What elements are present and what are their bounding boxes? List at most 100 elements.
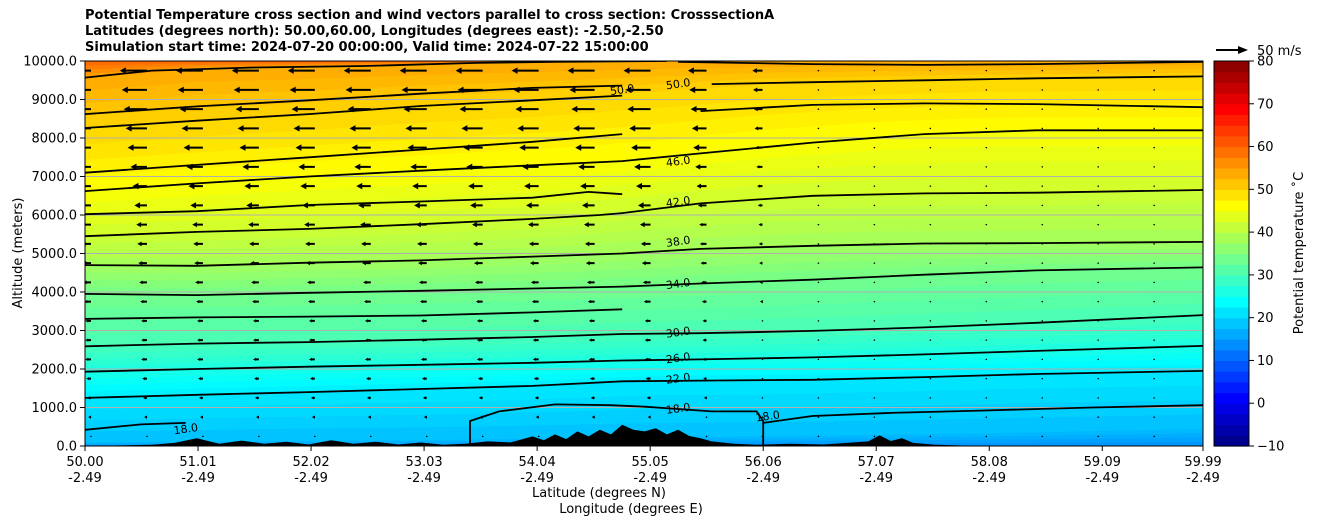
wind-vector <box>1153 300 1155 303</box>
x-tick-label-longitude: -2.49 <box>520 471 554 486</box>
wind-vector-head <box>85 221 86 228</box>
wind-vector <box>817 358 820 361</box>
wind-vector-head <box>132 182 139 190</box>
wind-vector <box>1153 69 1155 72</box>
wind-vector-head <box>588 357 592 362</box>
wind-vector-head <box>121 86 128 94</box>
wind-vector <box>634 163 651 171</box>
wind-vector-head <box>233 86 240 94</box>
wind-vector <box>360 221 371 228</box>
wind-vector-head <box>695 164 701 170</box>
wind-vector-head <box>517 125 524 132</box>
wind-vector-head <box>199 396 203 400</box>
wind-vector-head <box>193 241 198 247</box>
wind-vector-head <box>136 221 142 228</box>
wind-vector-head <box>248 221 254 228</box>
wind-vector <box>1153 89 1155 91</box>
wind-vector <box>705 435 708 438</box>
wind-vector <box>410 163 427 171</box>
wind-vector <box>569 86 595 94</box>
colorbar-step <box>1214 135 1249 148</box>
wind-vector-head <box>476 319 480 323</box>
wind-vector <box>177 86 203 94</box>
wind-vector <box>873 262 876 264</box>
wind-vector-head <box>88 415 92 419</box>
wind-vector-head <box>756 165 760 169</box>
wind-vector-head <box>362 260 366 266</box>
wind-vector <box>477 376 483 381</box>
wind-vector <box>530 280 539 285</box>
colorbar-step <box>1214 392 1249 404</box>
wind-vector-head <box>405 125 412 132</box>
wind-vector-head <box>139 280 143 285</box>
wind-vector <box>1097 281 1100 284</box>
wind-vector-head <box>571 105 578 113</box>
wind-vector <box>929 377 932 380</box>
wind-vector-head <box>254 376 258 381</box>
wind-vector-head <box>401 86 408 94</box>
colorbar-step <box>1214 210 1249 223</box>
wind-vector <box>642 280 651 285</box>
wind-vector-head <box>690 105 697 113</box>
wind-vector-head <box>644 319 648 323</box>
x-tick-label-latitude: 52.02 <box>292 455 329 470</box>
colorbar-step <box>1214 306 1249 319</box>
wind-vector-head <box>291 105 298 113</box>
colorbar-tick-label: 70 <box>1257 97 1274 112</box>
x-tick-label-latitude: 59.99 <box>1184 455 1221 470</box>
colorbar-step <box>1214 274 1249 287</box>
wind-vector <box>242 163 259 171</box>
wind-vector <box>585 260 595 266</box>
wind-vector-head <box>532 319 536 323</box>
colorbar-step <box>1214 253 1249 265</box>
wind-vector-head <box>627 105 634 113</box>
wind-vector <box>459 105 483 113</box>
wind-vector-head <box>249 241 254 247</box>
wind-vector <box>929 416 932 418</box>
wind-vector <box>309 357 315 362</box>
wind-vector <box>132 182 147 190</box>
wind-vector <box>300 182 315 190</box>
wind-vector <box>85 88 91 91</box>
wind-vector-head <box>181 125 188 132</box>
x-tick-label-longitude: -2.49 <box>1085 471 1119 486</box>
wind-vector-head <box>573 125 580 132</box>
wind-vector <box>258 435 260 438</box>
wind-vector <box>985 320 988 322</box>
wind-vector-head <box>644 338 648 342</box>
wind-vector <box>420 319 427 323</box>
wind-vector <box>417 241 427 247</box>
wind-vector <box>309 376 315 381</box>
wind-vector <box>306 260 315 266</box>
wind-vector-head <box>254 396 258 400</box>
wind-vector <box>253 338 259 342</box>
wind-vector-head <box>567 67 574 74</box>
wind-vector-head <box>305 241 310 247</box>
wind-vector <box>130 163 147 171</box>
colorbar-step <box>1214 403 1249 415</box>
wind-vector-head <box>641 260 646 266</box>
wind-vector-head <box>524 182 531 190</box>
wind-vector-head <box>476 357 480 362</box>
wind-vector-head <box>309 357 313 362</box>
wind-vector <box>197 319 203 323</box>
wind-vector-head <box>647 415 651 419</box>
wind-vector <box>183 144 203 151</box>
wind-vector-head <box>287 67 294 74</box>
wind-vector-head <box>636 182 643 190</box>
wind-vector <box>873 108 876 110</box>
colorbar-step <box>1214 114 1249 126</box>
wind-vector <box>761 339 764 341</box>
wind-vector-head <box>87 396 91 400</box>
colorbar-step <box>1214 296 1249 308</box>
x-tick-label-latitude: 55.05 <box>632 455 669 470</box>
wind-vector-head <box>459 105 466 113</box>
wind-vector <box>366 396 371 400</box>
wind-vector-head <box>310 396 314 400</box>
wind-vector-head <box>623 67 630 74</box>
wind-vector <box>636 182 651 190</box>
wind-vector-head <box>644 357 648 362</box>
wind-vector-head <box>759 299 763 304</box>
wind-vector <box>1153 320 1155 322</box>
wind-vector-head <box>197 338 201 342</box>
